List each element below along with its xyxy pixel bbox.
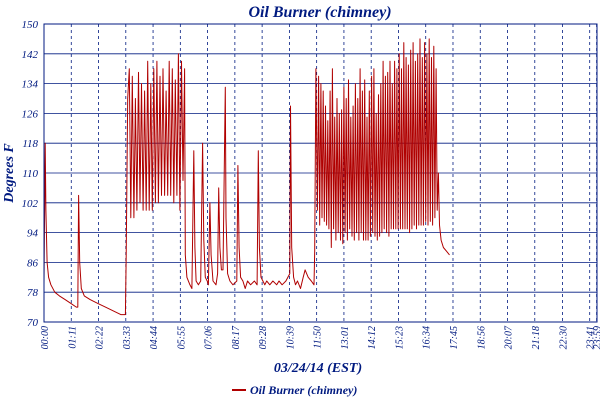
chart-title: Oil Burner (chimney): [248, 4, 391, 21]
y-tick-label: 86: [27, 257, 39, 269]
y-tick-label: 134: [22, 79, 39, 91]
x-tick-label: 10:39: [285, 326, 296, 349]
y-tick-label: 150: [22, 19, 39, 31]
x-tick-label: 00:00: [40, 326, 51, 349]
x-axis-title: 03/24/14 (EST): [274, 361, 362, 376]
y-axis-ticks: 70 78 86 94 102 110 118 126 134 142 150: [22, 19, 39, 329]
x-tick-label: 01:11: [67, 326, 78, 349]
x-tick-label: 17:45: [449, 326, 460, 349]
plot-frame: [43, 23, 598, 323]
y-tick-label: 142: [22, 49, 39, 61]
series-layer: [43, 38, 450, 316]
x-tick-label: 04:44: [149, 326, 160, 349]
y-tick-label: 118: [22, 138, 38, 150]
x-tick-label: 22:30: [558, 326, 569, 349]
x-tick-label: 18:56: [476, 326, 487, 349]
x-axis-ticks: 00:00 01:11 02:22 03:33 04:44 05:55 07:06 08:17…: [40, 325, 600, 349]
x-tick-label: 14:12: [367, 326, 378, 349]
y-axis-title: Degrees F: [2, 143, 17, 204]
x-tick-label: 09:28: [258, 326, 269, 349]
x-tick-label: 23:41: [586, 326, 597, 349]
y-tick-label: 70: [27, 317, 39, 329]
x-tick-label: 23:59: [593, 326, 600, 349]
x-tick-label: 15:23: [394, 326, 405, 349]
y-tick-label: 78: [27, 287, 39, 299]
y-tick-label: 126: [22, 108, 39, 120]
x-tick-label: 03:33: [122, 326, 133, 349]
x-tick-label: 11:50: [313, 326, 324, 349]
series-line: [43, 38, 450, 316]
x-tick-label: 13:01: [340, 326, 351, 349]
legend: Oil Burner (chimney): [232, 383, 357, 397]
x-tick-label: 08:17: [231, 325, 242, 349]
x-tick-label: 07:06: [204, 326, 215, 349]
y-tick-label: 110: [22, 168, 38, 180]
x-tick-label: 20:07: [504, 325, 515, 349]
y-tick-label: 94: [27, 228, 39, 240]
y-tick-label: 102: [22, 198, 39, 210]
x-tick-label: 16:34: [422, 326, 433, 349]
x-tick-label: 05:55: [176, 326, 187, 349]
x-tick-label: 21:18: [531, 326, 542, 349]
x-tick-label: 02:22: [95, 326, 106, 349]
legend-label: Oil Burner (chimney): [250, 383, 357, 397]
